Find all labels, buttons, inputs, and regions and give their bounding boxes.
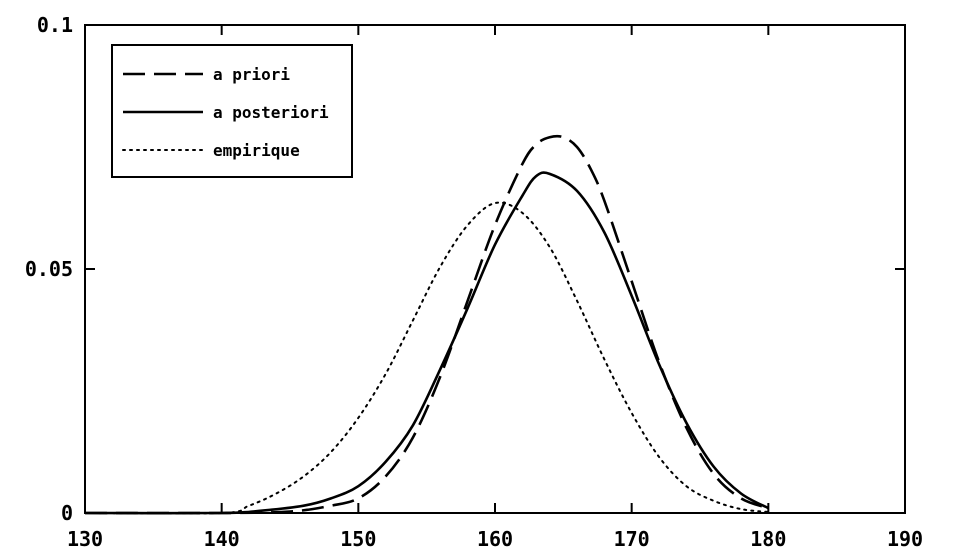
x-tick-label: 180 — [750, 527, 786, 551]
series-line-1 — [84, 171, 769, 515]
x-tick-label: 160 — [477, 527, 513, 551]
series-line-0 — [84, 134, 769, 515]
legend-label-2: empirique — [213, 141, 300, 160]
y-tick-label: 0.1 — [37, 13, 73, 37]
axis-ticks — [84, 24, 906, 514]
x-tick-label: 130 — [67, 527, 103, 551]
axis-tick-labels: 130 140 150 160 170 180 190 0 0.05 0.1 — [25, 13, 923, 551]
x-tick-label: 150 — [340, 527, 376, 551]
legend: a priori a posteriori empirique — [111, 44, 353, 178]
y-tick-label: 0 — [61, 501, 73, 525]
x-tick-label: 190 — [887, 527, 923, 551]
x-tick-label: 170 — [614, 527, 650, 551]
legend-label-0: a priori — [213, 65, 290, 84]
x-tick-label: 140 — [204, 527, 240, 551]
legend-label-1: a posteriori — [213, 103, 329, 122]
series-line-2 — [84, 201, 770, 515]
series-lines — [84, 134, 770, 515]
y-tick-label: 0.05 — [25, 257, 73, 281]
